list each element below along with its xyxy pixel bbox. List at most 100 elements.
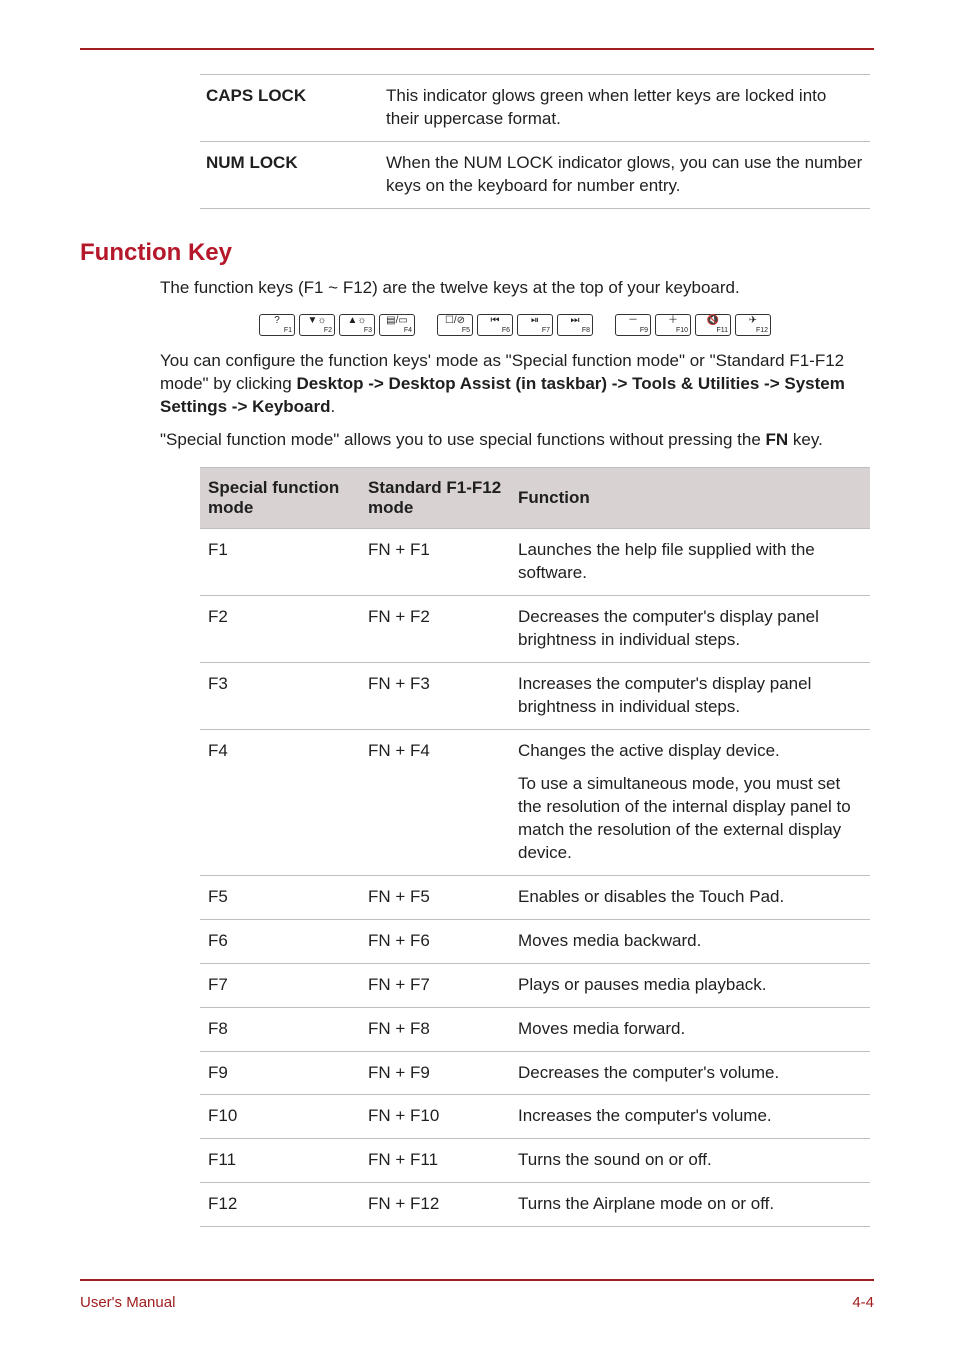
top-rule (80, 48, 874, 50)
fn-cell-paragraph: Decreases the computer's volume. (518, 1062, 862, 1085)
fn-key-icon: ✈F12 (735, 314, 771, 336)
key-group: ☐/⊘F5⏮F6⏯F7⏭F8 (437, 314, 593, 336)
fn-cell-paragraph: Enables or disables the Touch Pad. (518, 886, 862, 909)
paragraph-2: You can configure the function keys' mod… (160, 350, 870, 419)
fn-key-label: F5 (462, 327, 470, 334)
fn-th-standard: Standard F1-F12 mode (360, 468, 510, 529)
indicator-desc: This indicator glows green when letter k… (380, 75, 870, 142)
fn-cell-paragraph: Turns the Airplane mode on or off. (518, 1193, 862, 1216)
fn-th-function: Function (510, 468, 870, 529)
fn-cell-paragraph: Changes the active display device. (518, 740, 862, 763)
fn-key-icon: ?F1 (259, 314, 295, 336)
fn-cell-standard: FN + F3 (360, 663, 510, 730)
fn-cell-special: F4 (200, 730, 360, 876)
fn-key-icon: －F9 (615, 314, 651, 336)
paragraph-3: "Special function mode" allows you to us… (160, 429, 870, 452)
fn-row: F7FN + F7 Plays or pauses media playback. (200, 963, 870, 1007)
section-heading: Function Key (80, 239, 874, 267)
fn-key-icon: ▼☼F2 (299, 314, 335, 336)
fn-cell-function: Turns the Airplane mode on or off. (510, 1183, 870, 1227)
fn-cell-standard: FN + F8 (360, 1007, 510, 1051)
footer-right: 4-4 (852, 1294, 874, 1311)
fn-cell-function: Plays or pauses media playback. (510, 963, 870, 1007)
fn-key-symbol: 🔇 (707, 316, 719, 326)
fn-cell-function: Turns the sound on or off. (510, 1139, 870, 1183)
body-column: The function keys (F1 ~ F12) are the twe… (160, 277, 870, 452)
fn-cell-function: Increases the computer's volume. (510, 1095, 870, 1139)
fn-key-label: F1 (284, 327, 292, 334)
page: CAPS LOCKThis indicator glows green when… (0, 0, 954, 1345)
fn-cell-special: F9 (200, 1051, 360, 1095)
fn-cell-paragraph: Decreases the computer's display panel b… (518, 606, 862, 652)
fn-key-label: F3 (364, 327, 372, 334)
bottom-rule (80, 1279, 874, 1281)
fn-cell-special: F11 (200, 1139, 360, 1183)
fn-key-symbol: ✈ (749, 316, 757, 326)
fn-cell-function: Changes the active display device.To use… (510, 730, 870, 876)
fn-row: F1FN + F1Launches the help file supplied… (200, 529, 870, 596)
fn-th-special: Special function mode (200, 468, 360, 529)
fn-key-label: F9 (640, 327, 648, 334)
fn-key-icon: ＋F10 (655, 314, 691, 336)
key-group: ?F1▼☼F2▲☼F3▤/▭F4 (259, 314, 415, 336)
fn-cell-special: F8 (200, 1007, 360, 1051)
fn-key-label: F10 (676, 327, 688, 334)
fn-cell-paragraph: Turns the sound on or off. (518, 1149, 862, 1172)
fn-cell-special: F3 (200, 663, 360, 730)
fn-row: F3FN + F3Increases the computer's displa… (200, 663, 870, 730)
fn-row: F12FN + F12Turns the Airplane mode on or… (200, 1183, 870, 1227)
fn-key-icon: ▲☼F3 (339, 314, 375, 336)
fn-cell-special: F6 (200, 919, 360, 963)
fn-cell-standard: FN + F12 (360, 1183, 510, 1227)
indicator-key: NUM LOCK (200, 141, 380, 208)
key-group: －F9＋F10🔇F11✈F12 (615, 314, 771, 336)
fn-cell-standard: FN + F5 (360, 875, 510, 919)
fn-key-symbol: ＋ (668, 316, 678, 326)
fn-cell-standard: FN + F2 (360, 596, 510, 663)
fn-key-symbol: ▤/▭ (386, 316, 408, 326)
function-key-strip: ?F1▼☼F2▲☼F3▤/▭F4☐/⊘F5⏮F6⏯F7⏭F8－F9＋F10🔇F1… (160, 314, 870, 336)
fn-key-icon: ⏯F7 (517, 314, 553, 336)
fn-row: F5FN + F5Enables or disables the Touch P… (200, 875, 870, 919)
fn-key-icon: ▤/▭F4 (379, 314, 415, 336)
fn-row: F10FN + F10 Increases the computer's volu… (200, 1095, 870, 1139)
fn-cell-function: Moves media backward. (510, 919, 870, 963)
indicator-desc: When the NUM LOCK indicator glows, you c… (380, 141, 870, 208)
footer: User's Manual 4-4 (80, 1294, 874, 1311)
fn-cell-function: Decreases the computer's volume. (510, 1051, 870, 1095)
fn-key-label: F11 (716, 327, 728, 334)
fn-key-icon: ⏭F8 (557, 314, 593, 336)
fn-cell-standard: FN + F6 (360, 919, 510, 963)
paragraph-1: The function keys (F1 ~ F12) are the twe… (160, 277, 870, 300)
fn-key-label: F8 (582, 327, 590, 334)
fn-cell-paragraph: Moves media backward. (518, 930, 862, 953)
fn-cell-function: Increases the computer's display panel b… (510, 663, 870, 730)
fn-key-label: F6 (502, 327, 510, 334)
fn-cell-standard: FN + F7 (360, 963, 510, 1007)
fn-row: F6FN + F6 Moves media backward. (200, 919, 870, 963)
fn-cell-standard: FN + F11 (360, 1139, 510, 1183)
indicator-row: CAPS LOCKThis indicator glows green when… (200, 75, 870, 142)
fn-key-symbol: ▼☼ (307, 316, 326, 326)
fn-cell-special: F7 (200, 963, 360, 1007)
fn-cell-paragraph: Increases the computer's display panel b… (518, 673, 862, 719)
fn-row: F11FN + F11 Turns the sound on or off. (200, 1139, 870, 1183)
indicator-key: CAPS LOCK (200, 75, 380, 142)
fn-cell-paragraph: Moves media forward. (518, 1018, 862, 1041)
fn-cell-paragraph: Launches the help file supplied with the… (518, 539, 862, 585)
fn-cell-function: Launches the help file supplied with the… (510, 529, 870, 596)
fn-key-label: F12 (756, 327, 768, 334)
fn-cell-paragraph: Plays or pauses media playback. (518, 974, 862, 997)
function-key-table: Special function mode Standard F1-F12 mo… (200, 467, 870, 1227)
fn-cell-standard: FN + F10 (360, 1095, 510, 1139)
fn-key-symbol: ⏭ (571, 316, 580, 326)
fn-cell-standard: FN + F9 (360, 1051, 510, 1095)
fn-cell-paragraph: Increases the computer's volume. (518, 1105, 862, 1128)
fn-row: F4FN + F4Changes the active display devi… (200, 730, 870, 876)
fn-key-symbol: ▲☼ (347, 316, 366, 326)
fn-cell-special: F10 (200, 1095, 360, 1139)
fn-cell-standard: FN + F1 (360, 529, 510, 596)
fn-cell-standard: FN + F4 (360, 730, 510, 876)
fn-key-icon: 🔇F11 (695, 314, 731, 336)
fn-key-symbol: ⏯ (531, 316, 539, 326)
